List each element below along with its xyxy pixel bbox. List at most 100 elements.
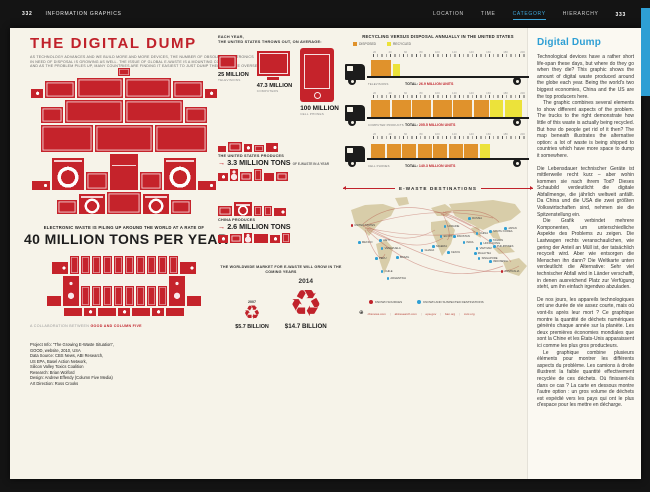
- recycled-swatch-icon: [387, 42, 392, 46]
- world-map-svg: [351, 197, 527, 276]
- ruler-tick-label: 160: [486, 132, 491, 136]
- poster-intro: AS TECHNOLOGY ADVANCES AND WE BUILD MORE…: [30, 55, 264, 69]
- washer-device-icon: [143, 194, 169, 214]
- disposed-box: [371, 144, 385, 158]
- headline-small: ELECTRONIC WASTE IS PILING UP AROUND THE…: [43, 225, 205, 230]
- tv-device-icon: [218, 206, 232, 216]
- china-produces-value: → 2.6 MILLION TONS: [218, 222, 344, 231]
- ruler-numbers: 20 40 60 80 100 120 140 160 180 200: [373, 132, 525, 136]
- tv-device-icon: [77, 78, 123, 98]
- speaker-device-icon: [169, 276, 185, 306]
- nav-item-hierarchy[interactable]: HIERARCHY: [562, 11, 599, 17]
- nav-item-location[interactable]: LOCATION: [433, 11, 464, 17]
- top-bar-left: 332 INFORMATION GRAPHICS: [22, 11, 122, 17]
- us-produces-value: → 3.3 MILLION TONS OF E-WASTE IN A YEAR: [218, 158, 344, 167]
- ruler-ticks: [373, 54, 525, 57]
- cam-device-icon: [152, 308, 164, 316]
- slim-device-icon: [147, 286, 156, 306]
- each-year-line2: THE UNITED STATES THROWS OUT, ON AVERAGE…: [218, 39, 322, 45]
- map-label-text: EGYPT: [443, 235, 453, 238]
- tv-device-icon: [276, 172, 288, 181]
- slim-device-icon: [70, 256, 79, 274]
- ruler-tick-label: 160: [486, 50, 491, 54]
- tv-device-icon: [45, 81, 75, 98]
- truck-load: [371, 144, 490, 158]
- destination-dot-icon: [477, 257, 481, 260]
- device-row: [41, 125, 207, 152]
- legend-label: RECYCLED: [393, 42, 412, 46]
- source-dot-icon: [350, 224, 354, 227]
- cam-device-icon: [84, 308, 96, 316]
- device-row: [47, 276, 201, 306]
- us-produces-suffix: OF E-WASTE IN A YEAR: [292, 162, 330, 166]
- tv-device-icon: [173, 81, 203, 98]
- map-label-text: BRAZIL: [399, 256, 410, 259]
- destination-dot-icon: [432, 245, 435, 248]
- project-info-line: Art Direction: Ross Crooks: [30, 380, 79, 386]
- poster-title: THE DIGITAL DUMP: [30, 35, 197, 52]
- article-page: Digital Dump Technological devices have …: [537, 37, 634, 409]
- map-label-malaysia: MALAYSIA: [474, 252, 491, 255]
- market-year-2014: 2014 ♻ $14.7 BILLION: [285, 278, 327, 330]
- article-paragraph: De nos jours, les appareils technologiqu…: [537, 296, 634, 349]
- poster-headline: ELECTRONIC WASTE IS PILING UP AROUND THE…: [24, 225, 228, 247]
- tv-device-icon: [171, 200, 191, 214]
- truck-total-label: TOTAL:: [405, 82, 419, 86]
- ruler-numbers: 20 40 60 80 100 120 140 160 180 200: [373, 50, 525, 54]
- recycling-legend: DISPOSED RECYCLED: [353, 42, 533, 46]
- truck-total: TOTAL: 205.5 MILLION UNITS: [405, 123, 455, 127]
- map-label-text: GHANA: [424, 249, 435, 252]
- destination-dot-icon: [453, 235, 456, 238]
- slim-device-icon: [81, 286, 90, 306]
- disposed-box: [453, 100, 472, 117]
- ruler-ticks: [373, 136, 525, 139]
- truck-cell-phones: 20 40 60 80 100 120 140 160 180 200 TOTAL: 140.3 M…: [343, 132, 533, 170]
- market-year-label: 2014: [298, 277, 313, 285]
- destination-dot-icon: [493, 245, 496, 248]
- nav-item-time[interactable]: TIME: [480, 11, 496, 17]
- poster-intro-line: AS TECHNOLOGY ADVANCES AND WE BUILD MORE…: [30, 55, 254, 59]
- destination-dot-icon: [375, 257, 378, 260]
- destination-dot-icon: [379, 239, 382, 242]
- slim-device-icon: [92, 256, 101, 274]
- ruler-tick-label: 160: [486, 91, 491, 95]
- slim-device-icon: [254, 206, 262, 216]
- stat-value: 100 MILLION: [300, 104, 339, 112]
- us-device-cluster-top: [218, 142, 344, 152]
- nav-item-category[interactable]: CATEGORY: [512, 11, 546, 20]
- speaker-device-icon: [244, 233, 252, 243]
- map-label-chile: CHILE: [380, 270, 393, 273]
- map-legend-label: KNOWN SOURCES: [375, 300, 403, 304]
- ruler-tick-label: 60: [404, 132, 408, 136]
- article-body: Technological devices have a rather shor…: [537, 54, 634, 409]
- ruler-tick-label: 20: [373, 91, 377, 95]
- tv-device-icon: [230, 234, 242, 243]
- map-label-hong-kong: HONG KONG: [479, 242, 500, 245]
- ruler-tick-label: 40: [388, 91, 392, 95]
- fridge-device-icon: [110, 154, 138, 190]
- stat-label: COMPUTERS: [256, 89, 279, 94]
- map-label-text: VENEZUELA: [384, 247, 401, 250]
- wheel-icon: [348, 159, 356, 167]
- china-produces-number: 2.6 MILLION TONS: [227, 222, 291, 231]
- tv-device-icon: [57, 200, 77, 214]
- truck-bed: [367, 117, 529, 119]
- ruler-tick-label: 100: [435, 91, 440, 95]
- ruler-tick-label: 200: [520, 91, 525, 95]
- radio-device-icon: [32, 181, 50, 190]
- plain-device-icon: [98, 308, 116, 316]
- source-domain: cbsnews.com: [367, 311, 386, 316]
- nav-items: LOCATION TIME CATEGORY HIERARCHY: [433, 11, 599, 20]
- map-label-text: CHINA: [479, 232, 489, 235]
- china-produces-label: CHINA PRODUCES: [218, 218, 256, 222]
- destinations-title: E-WASTE DESTINATIONS: [398, 186, 478, 191]
- source-separator: |: [389, 311, 391, 316]
- truck-load: [371, 100, 522, 117]
- truck-bed: [367, 158, 529, 160]
- book-spread: THE DIGITAL DUMP AS TECHNOLOGY ADVANCES …: [10, 28, 641, 479]
- left-arrow-line: [343, 186, 395, 191]
- each-year-heading: EACH YEAR, THE UNITED STATES THROWS OUT,…: [218, 34, 342, 44]
- washer-device-icon: [79, 194, 105, 214]
- radio-device-icon: [52, 262, 68, 274]
- radio-device-icon: [274, 208, 286, 216]
